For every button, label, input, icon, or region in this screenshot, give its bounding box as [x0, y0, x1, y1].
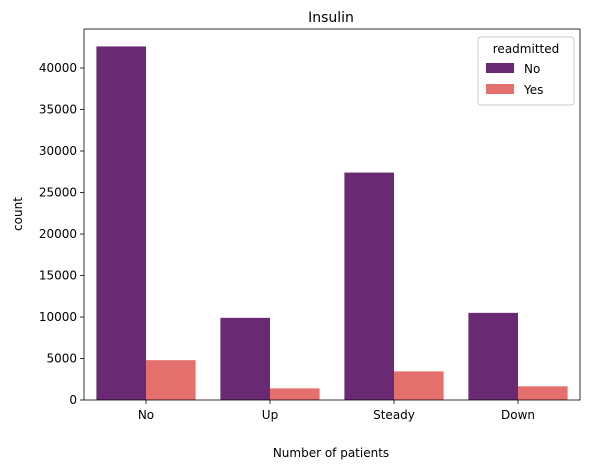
- y-tick-label: 0: [69, 393, 77, 407]
- bar-up-no: [220, 317, 270, 400]
- y-tick-label: 40000: [39, 61, 77, 75]
- y-tick-label: 15000: [39, 269, 77, 283]
- bar-down-yes: [518, 386, 568, 400]
- x-axis: No Up Steady Down: [138, 400, 535, 422]
- legend-swatch-no: [486, 63, 514, 73]
- bar-no-no: [96, 46, 146, 400]
- x-tick-label-steady: Steady: [373, 408, 415, 422]
- x-tick-label-down: Down: [501, 408, 535, 422]
- y-tick-label: 10000: [39, 310, 77, 324]
- bar-up-yes: [270, 388, 320, 400]
- plot-frame: [83, 28, 581, 401]
- x-tick-label-up: Up: [262, 408, 278, 422]
- legend: readmitted No Yes: [477, 36, 575, 106]
- y-tick-label: 30000: [39, 144, 77, 158]
- y-tick-label: 25000: [39, 186, 77, 200]
- bar-steady-no: [344, 172, 394, 400]
- y-tick-label: 5000: [46, 352, 77, 366]
- legend-label-no: No: [524, 62, 540, 76]
- y-tick-label: 35000: [39, 103, 77, 117]
- y-axis-label: count: [11, 197, 25, 231]
- legend-swatch-yes: [486, 84, 514, 94]
- bar-down-no: [468, 312, 518, 400]
- x-tick-label-no: No: [138, 408, 154, 422]
- y-tick-label: 20000: [39, 227, 77, 241]
- bar-steady-yes: [394, 371, 444, 400]
- chart-title: Insulin: [308, 10, 354, 26]
- bars-group: [96, 46, 568, 400]
- x-axis-label: Number of patients: [273, 446, 389, 460]
- legend-title: readmitted: [493, 42, 559, 56]
- y-axis: 0 5000 10000 15000 20000 25000 30000 35000 40000: [39, 61, 84, 407]
- legend-label-yes: Yes: [523, 83, 543, 97]
- bar-no-yes: [146, 360, 196, 400]
